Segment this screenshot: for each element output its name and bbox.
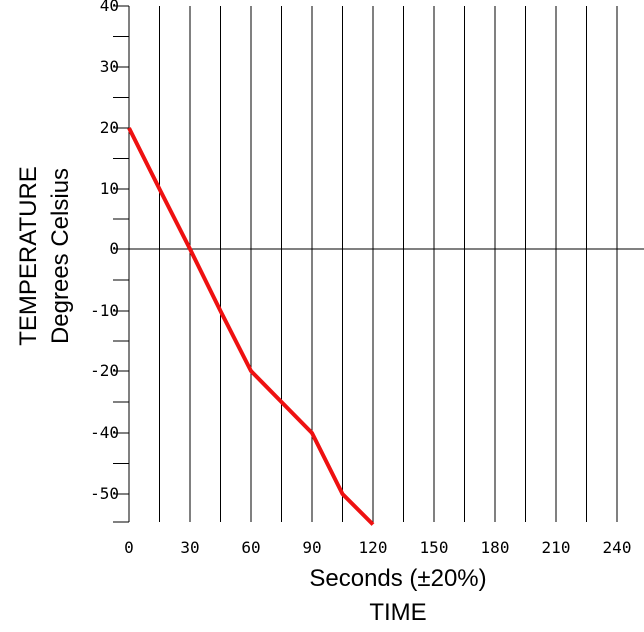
y-tick-label: -20 xyxy=(90,361,119,380)
y-tick-label: 0 xyxy=(109,239,119,258)
x-tick-label: 60 xyxy=(241,538,260,557)
y-axis-ticks: 40 30 20 10 0 -10 -20 -40 -50 xyxy=(90,0,129,523)
y-tick-label: -50 xyxy=(90,484,119,503)
x-tick-label: 240 xyxy=(603,538,632,557)
x-axis-label: Seconds (±20%) xyxy=(309,565,486,592)
vertical-gridlines xyxy=(159,6,618,522)
x-tick-label: 0 xyxy=(124,538,134,557)
x-tick-label: 180 xyxy=(481,538,510,557)
x-tick-label: 90 xyxy=(302,538,321,557)
y-tick-label: 30 xyxy=(100,57,119,76)
temperature-series-line xyxy=(127,127,375,526)
y-axis-title: TEMPERATURE xyxy=(15,166,42,346)
y-tick-label: 40 xyxy=(100,0,119,15)
x-axis-title: TIME xyxy=(369,599,426,626)
x-tick-label: 210 xyxy=(542,538,571,557)
y-tick-label: -40 xyxy=(90,423,119,442)
x-tick-label: 30 xyxy=(180,538,199,557)
x-tick-label: 150 xyxy=(420,538,449,557)
y-axis-label: Degrees Celsius xyxy=(47,168,74,344)
y-tick-label: -10 xyxy=(90,301,119,320)
x-tick-label: 120 xyxy=(359,538,388,557)
y-tick-label: 10 xyxy=(100,179,119,198)
y-tick-label: 20 xyxy=(100,118,119,137)
x-axis-ticks: 0 30 60 90 120 150 180 210 240 xyxy=(124,538,631,557)
